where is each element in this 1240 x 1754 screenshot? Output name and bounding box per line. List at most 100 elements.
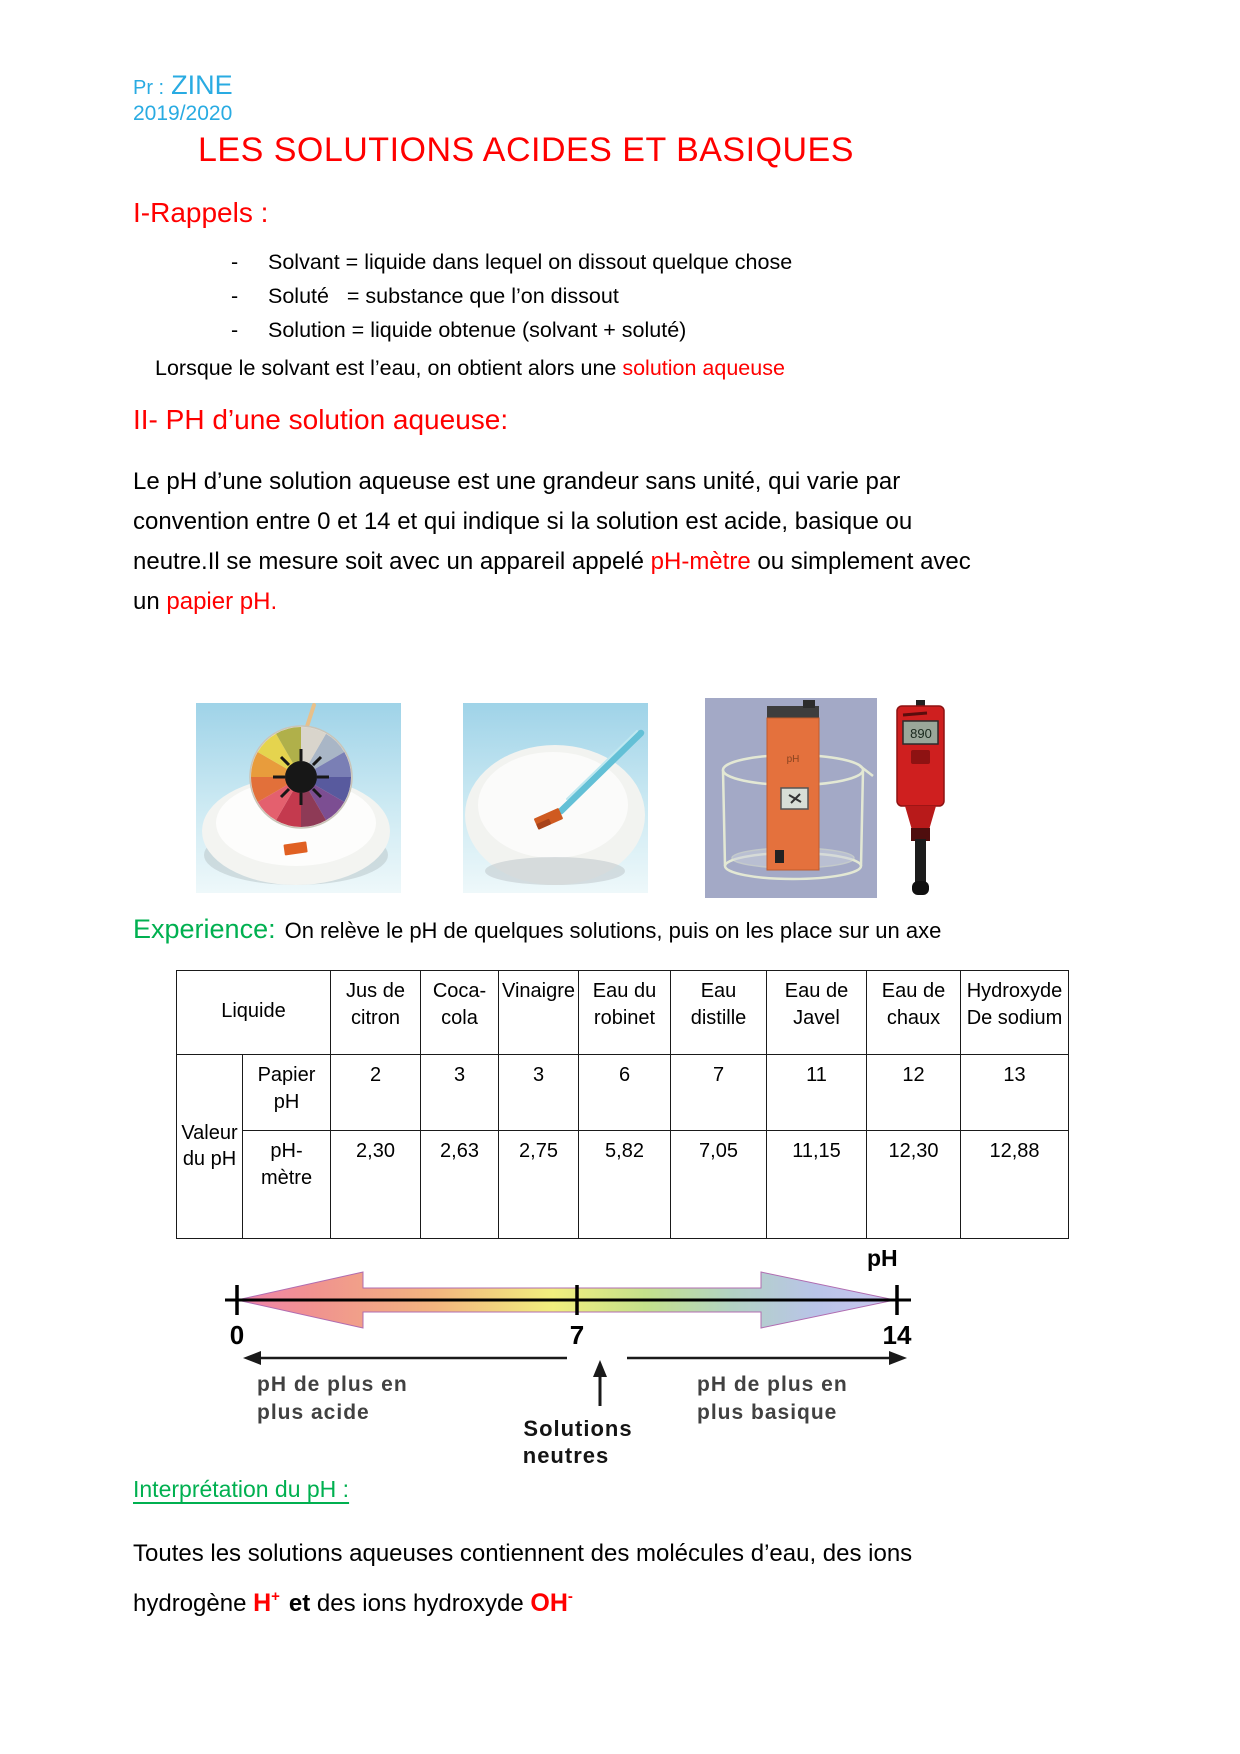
list-item: - Solvant = liquide dans lequel on disso…	[231, 251, 792, 274]
table-column-header: Eau distille	[670, 970, 767, 1055]
ph-axis-graphic: pH 0 7 14 pH de plus en plus acide Solut…	[225, 1245, 912, 1468]
table-cell: 3	[498, 1054, 579, 1131]
section-heading-rappels: I-Rappels :	[133, 197, 269, 228]
rappels-list: - Solvant = liquide dans lequel on disso…	[231, 251, 792, 353]
hydrogen-ion: H	[253, 1589, 272, 1617]
ph-paper-dish-graphic	[463, 703, 648, 893]
note-highlight: solution aqueuse	[622, 356, 785, 380]
table-cell: 2,63	[420, 1130, 499, 1239]
hydroxide-ion: OH	[530, 1589, 568, 1617]
basique-annotation: pH de plus en plus basique	[697, 1373, 848, 1424]
table-cell: 11,15	[766, 1130, 867, 1239]
paragraph-text: neutre.Il se mesure soit avec un apparei…	[133, 548, 651, 575]
ph-color-wheel-graphic	[196, 703, 401, 893]
table-cell: 2	[330, 1054, 421, 1131]
paragraph-text: ou simplement avec	[750, 548, 971, 575]
note-solution-aqueuse: Lorsque le solvant est l’eau, on obtient…	[155, 356, 785, 381]
list-item-dash: -	[231, 284, 239, 308]
table-cell: 12,88	[960, 1130, 1069, 1239]
orange-ph-tester: pH	[766, 700, 820, 871]
list-item: - Solution = liquide obtenue (solvant + …	[231, 319, 792, 342]
interpretation-text-bold: et	[288, 1590, 311, 1617]
svg-text:neutres: neutres	[523, 1443, 609, 1468]
ph-meter-graphic: pH 890	[705, 698, 945, 898]
table-cell: 12	[866, 1054, 961, 1131]
hydrogen-ion-charge: +	[271, 1588, 280, 1605]
tick-label-7: 7	[570, 1320, 584, 1350]
list-item-text: Solution = liquide obtenue (solvant + so…	[268, 318, 687, 342]
experience-text: On relève le pH de quelques solutions, p…	[284, 918, 942, 943]
papier-ph-highlight: papier pH.	[166, 588, 278, 615]
neutre-annotation: Solutions neutres	[523, 1416, 632, 1468]
tick-label-14: 14	[883, 1320, 912, 1350]
paragraph-line: neutre.Il se mesure soit avec un apparei…	[133, 542, 971, 582]
table-corner-header: Liquide	[176, 970, 331, 1055]
table-column-header: Eau du robinet	[578, 970, 671, 1055]
ph-metre-highlight: pH-mètre	[650, 548, 751, 575]
professor-name: ZINE	[171, 70, 233, 100]
hydroxide-ion-charge: -	[567, 1588, 573, 1605]
svg-text:Solutions: Solutions	[523, 1416, 632, 1441]
ph-color-wheel-image	[196, 703, 401, 893]
header-professor: Pr : ZINE	[133, 70, 233, 101]
svg-text:plus basique: plus basique	[697, 1401, 837, 1424]
list-item: - Soluté = substance que l’on dissout	[231, 285, 792, 308]
paragraph-line: un papier pH.	[133, 582, 971, 622]
interpretation-text: des ions hydroxyde	[310, 1590, 531, 1617]
svg-text:pH de plus en: pH de plus en	[257, 1373, 408, 1396]
professor-prefix: Pr :	[133, 77, 165, 99]
table-cell: 2,75	[498, 1130, 579, 1239]
ph-values-table: Liquide Jus de citron Coca-cola Vinaigre…	[176, 970, 1069, 1239]
ph-axis-diagram: pH 0 7 14 pH de plus en plus acide Solut…	[195, 1238, 940, 1478]
paragraph-line: convention entre 0 et 14 et qui indique …	[133, 508, 913, 535]
table-cell: 7	[670, 1054, 767, 1131]
interpretation-heading: Interprétation du pH :	[133, 1476, 350, 1502]
dropper-pipette	[557, 729, 645, 815]
interpretation-text: hydrogène	[133, 1590, 254, 1617]
neutral-pointer-arrow	[593, 1360, 607, 1406]
table-column-header: Jus de citron	[330, 970, 421, 1055]
experience-heading: Experience:	[133, 914, 276, 944]
table-cell: 11	[766, 1054, 867, 1131]
table-cell: 13	[960, 1054, 1069, 1131]
table-column-header: Eau de Javel	[766, 970, 867, 1055]
handheld-ph-meter: 890	[896, 700, 945, 895]
table-cell: 6	[578, 1054, 671, 1131]
ph-axis-label: pH	[867, 1245, 898, 1271]
ph-indicator-wheel	[249, 725, 353, 829]
table-row-label: pH-mètre	[242, 1130, 331, 1239]
table-cell: 5,82	[578, 1130, 671, 1239]
interpretation-line-2: hydrogène H+ et des ions hydroxyde OH-	[133, 1588, 573, 1618]
paragraph-text: un	[133, 588, 167, 615]
list-item-text: Solvant = liquide dans lequel on dissout…	[268, 250, 793, 274]
table-column-header: Coca-cola	[420, 970, 499, 1055]
meter-display-reading: 890	[910, 726, 932, 741]
table-cell: 3	[420, 1054, 499, 1131]
experience-line: Experience: On relève le pH de quelques …	[133, 914, 941, 945]
paragraph-line: Le pH d’une solution aqueuse est une gra…	[133, 468, 901, 495]
table-row-group-label: Valeur du pH	[176, 1054, 243, 1239]
header-year: 2019/2020	[133, 102, 233, 125]
list-item-dash: -	[231, 318, 239, 342]
table-column-header: Hydroxyde De sodium	[960, 970, 1069, 1055]
table-cell: 12,30	[866, 1130, 961, 1239]
table-cell: 2,30	[330, 1130, 421, 1239]
list-item-text: Soluté = substance que l’on dissout	[268, 284, 619, 308]
tick-label-0: 0	[230, 1320, 244, 1350]
ph-paragraph: Le pH d’une solution aqueuse est une gra…	[133, 462, 971, 622]
ph-meter-image: pH 890	[705, 698, 950, 898]
tester-ph-label: pH	[787, 754, 800, 765]
table-cell: 7,05	[670, 1130, 767, 1239]
svg-text:pH de plus en: pH de plus en	[697, 1373, 848, 1396]
ph-paper-strip	[283, 841, 308, 856]
table-column-header: Eau de chaux	[866, 970, 961, 1055]
interpretation-line-1: Toutes les solutions aqueuses contiennen…	[133, 1540, 913, 1567]
svg-text:plus acide: plus acide	[257, 1401, 370, 1424]
acide-annotation: pH de plus en plus acide	[257, 1373, 408, 1424]
ph-paper-dish-image	[463, 703, 648, 893]
table-column-header: Vinaigre	[498, 970, 579, 1055]
list-item-dash: -	[231, 250, 239, 274]
table-row-label: Papier pH	[242, 1054, 331, 1131]
ph-values-table-wrap: Liquide Jus de citron Coca-cola Vinaigre…	[176, 970, 1069, 1239]
